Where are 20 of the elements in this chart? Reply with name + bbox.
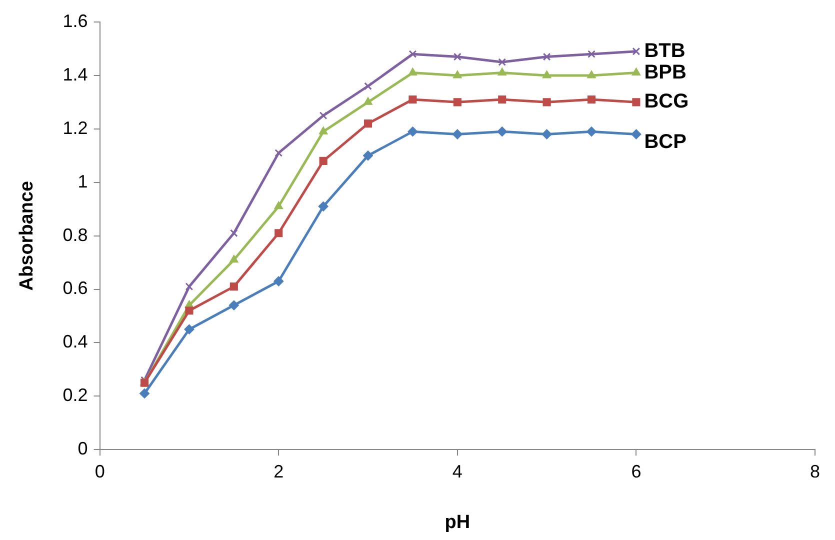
y-tick-label: 0.4: [62, 332, 88, 352]
y-tick-label: 0.2: [62, 385, 88, 406]
y-tick-label: 0: [78, 438, 88, 459]
x-tick-label: 4: [452, 461, 462, 482]
y-tick-label: 1: [78, 171, 88, 192]
series-label: BPB: [644, 61, 686, 84]
x-tick-label: 0: [94, 461, 105, 482]
x-tick-label: 2: [274, 461, 284, 482]
y-tick-label: 1.6: [62, 10, 88, 31]
series-label: BTB: [644, 40, 686, 62]
y-axis-title: Absorbance: [16, 180, 38, 291]
y-tick-label: 0.8: [62, 224, 88, 245]
x-axis-title: pH: [444, 512, 470, 533]
y-tick-label: 0.6: [62, 278, 88, 298]
x-tick-label: 6: [631, 461, 642, 482]
series-label: BCP: [644, 130, 686, 153]
y-tick-label: 1.4: [62, 64, 88, 84]
y-tick-label: 1.2: [62, 118, 88, 138]
series-label: BCG: [644, 90, 689, 113]
x-tick-label: 8: [810, 461, 820, 482]
